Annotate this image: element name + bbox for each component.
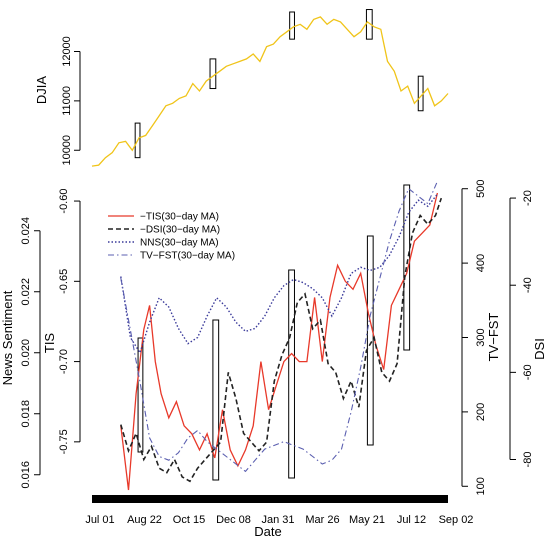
tis-tick-label: -0.65 <box>58 269 70 294</box>
x-tick-label: Jul 12 <box>397 514 426 526</box>
legend-label: TV−FST(30−day MA) <box>140 251 235 262</box>
top-highlight-window <box>289 11 295 40</box>
x-axis-title: Date <box>254 524 281 539</box>
tis-axis-title: TIS <box>42 333 57 354</box>
x-tick-label: Sep 02 <box>439 514 474 526</box>
top-y-tick-label: 11000 <box>61 86 73 116</box>
x-tick-label: Dec 08 <box>216 514 251 526</box>
x-tick-label: Oct 15 <box>173 514 205 526</box>
dsi-tick-label: -80 <box>522 452 534 468</box>
dsi-tick-label: -20 <box>522 190 534 206</box>
series-line-3 <box>120 181 438 473</box>
legend-label: −TIS(30−day MA) <box>140 212 219 223</box>
legend-label: −DSI(30−day MA) <box>140 225 220 236</box>
tv-fst-tick-label: 300 <box>475 328 487 346</box>
top-y-tick-label: 12000 <box>61 36 73 67</box>
x-tick-label: Aug 22 <box>127 514 162 526</box>
dsi-axis-title: DSI <box>532 338 547 360</box>
tv-fst-tick-label: 400 <box>475 254 487 272</box>
series-line-1 <box>120 197 443 483</box>
bottom-highlight-window <box>403 184 411 351</box>
tv-fst-axis-title: TV−FST <box>486 313 501 362</box>
news-sentiment-tick-label: 0.020 <box>20 339 32 367</box>
news-sentiment-tick-label: 0.024 <box>20 217 32 245</box>
top-y-tick-label: 10000 <box>61 135 73 166</box>
legend-label: NNS(30−day MA) <box>140 238 219 249</box>
djia-series-line <box>91 16 449 167</box>
dsi-tick-label: -60 <box>522 364 534 380</box>
news-sentiment-tick-label: 0.022 <box>20 278 32 306</box>
x-tick-label: May 21 <box>349 514 385 526</box>
top-highlight-window <box>209 58 217 90</box>
tv-fst-tick-label: 200 <box>475 403 487 421</box>
tv-fst-tick-label: 500 <box>475 180 487 198</box>
news-sentiment-tick-label: 0.018 <box>20 400 32 428</box>
x-tick-label: Jan 31 <box>261 514 294 526</box>
x-tick-label: Jul 01 <box>85 514 114 526</box>
bottom-highlight-window <box>366 235 374 446</box>
bottom-highlight-window <box>137 337 144 453</box>
news-sentiment-axis-title: News Sentiment <box>0 290 15 385</box>
tis-tick-label: -0.75 <box>58 429 70 454</box>
tis-tick-label: -0.60 <box>58 189 70 214</box>
top-highlight-window <box>417 75 424 112</box>
date-range-bar <box>92 495 448 503</box>
bottom-highlight-window <box>212 319 220 481</box>
tv-fst-tick-label: 100 <box>475 477 487 495</box>
bottom-highlight-window <box>288 269 295 479</box>
top-highlight-window <box>134 122 141 159</box>
x-tick-label: Mar 26 <box>305 514 339 526</box>
series-line-0 <box>120 192 439 491</box>
dsi-tick-label: -40 <box>522 277 534 293</box>
tis-tick-label: -0.70 <box>58 349 70 374</box>
news-sentiment-tick-label: 0.016 <box>20 461 32 489</box>
top-y-axis-title: DJIA <box>34 76 49 105</box>
